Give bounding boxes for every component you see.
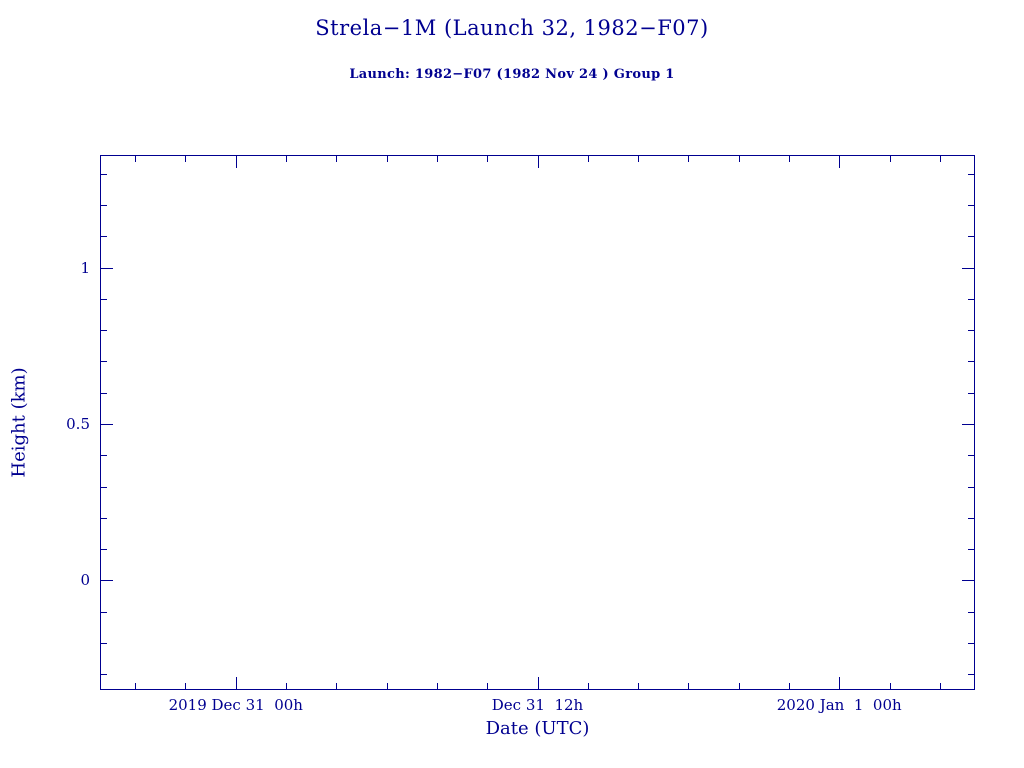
y-tick-label: 0 <box>80 571 90 590</box>
x-tick-label: Dec 31 12h <box>491 696 584 714</box>
y-tick-label: 0.5 <box>66 415 90 434</box>
y-tick-label: 1 <box>80 258 90 277</box>
chart-subtitle: Launch: 1982−F07 (1982 Nov 24 ) Group 1 <box>349 67 675 82</box>
plot-border <box>100 155 975 690</box>
plot-frame <box>100 155 975 690</box>
x-tick-label: 2019 Dec 31 00h <box>168 696 303 714</box>
x-tick-label: 2020 Jan 1 00h <box>776 696 902 714</box>
x-axis-title: Date (UTC) <box>485 718 590 739</box>
chart-title: Strela−1M (Launch 32, 1982−F07) <box>315 16 709 40</box>
